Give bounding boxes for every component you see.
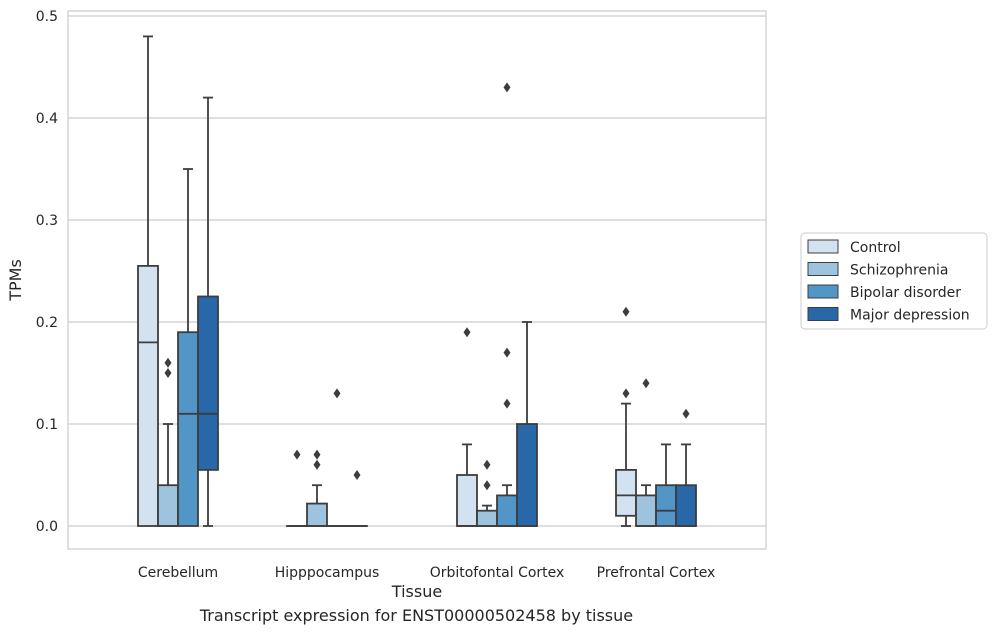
box-1-0 xyxy=(286,449,308,527)
x-tick-label: Orbitofontal Cortex xyxy=(430,565,565,581)
box-body xyxy=(496,494,518,527)
box-body xyxy=(476,509,498,527)
y-tick-labels: 0.0 0.1 0.2 0.3 0.4 0.5 xyxy=(36,9,58,535)
box-body xyxy=(456,474,478,527)
legend-label: Bipolar disorder xyxy=(850,285,961,301)
box-body xyxy=(157,484,179,527)
box-2-2 xyxy=(496,82,518,527)
outlier-point xyxy=(463,327,471,338)
outlier-point xyxy=(293,449,301,460)
box-3-3 xyxy=(675,408,697,527)
y-axis-label: TPMs xyxy=(6,259,25,302)
box-body xyxy=(635,494,657,527)
legend-frame xyxy=(800,232,988,330)
gridlines xyxy=(68,15,766,527)
box-0-3 xyxy=(197,96,219,527)
y-tick-label: 0.0 xyxy=(36,519,58,535)
y-tick-label: 0.1 xyxy=(36,417,58,433)
figure-caption: Transcript expression for ENST0000050245… xyxy=(199,606,634,625)
box-1-2 xyxy=(326,388,348,527)
x-tick-label: Prefrontal Cortex xyxy=(597,565,716,581)
box-0-0 xyxy=(137,35,159,527)
outlier-point xyxy=(682,408,690,419)
outlier-point xyxy=(503,398,511,409)
box-body xyxy=(137,264,159,527)
y-tick-label: 0.4 xyxy=(36,111,58,127)
legend-swatch xyxy=(807,284,839,299)
x-tick-labels: Cerebellum Hipppocampus Orbitofontal Corte… xyxy=(138,565,715,581)
legend-swatch xyxy=(807,239,839,254)
box-3-2 xyxy=(655,443,677,527)
x-axis-label: Tissue xyxy=(391,582,442,601)
legend-swatch xyxy=(807,262,839,276)
outlier-point xyxy=(353,470,361,480)
outlier-point xyxy=(503,347,511,358)
outlier-point xyxy=(483,459,491,470)
outlier-point xyxy=(164,368,172,378)
outlier-point xyxy=(313,449,321,460)
x-tick-label: Hipppocampus xyxy=(275,565,380,581)
box-0-1 xyxy=(157,357,179,527)
legend-label: Major depression xyxy=(850,308,970,324)
outlier-point xyxy=(503,82,511,93)
plot-frame xyxy=(67,10,767,550)
box-body xyxy=(675,484,697,527)
box-1-3 xyxy=(346,470,368,527)
box-3-1 xyxy=(635,378,657,527)
box-1-1 xyxy=(306,449,328,527)
box-body xyxy=(655,484,677,527)
box-body xyxy=(306,502,328,527)
box-body xyxy=(177,331,199,527)
legend-label: Schizophrenia xyxy=(850,263,948,279)
box-0-2 xyxy=(177,168,199,527)
box-body xyxy=(516,423,538,527)
outlier-point xyxy=(622,388,630,399)
outlier-point xyxy=(333,388,341,399)
legend-label: Control xyxy=(850,240,901,256)
box-3-0 xyxy=(615,306,637,527)
x-tick-label: Cerebellum xyxy=(138,565,218,581)
legend-swatch xyxy=(807,307,839,321)
y-tick-label: 0.5 xyxy=(36,9,58,25)
box-2-0 xyxy=(456,327,478,527)
box-body xyxy=(615,468,637,517)
outlier-point xyxy=(164,357,172,368)
box-body xyxy=(197,295,219,471)
outlier-point xyxy=(642,378,650,389)
outlier-point xyxy=(483,480,491,491)
y-tick-label: 0.2 xyxy=(36,315,58,331)
box-series xyxy=(137,35,697,527)
outlier-point xyxy=(622,306,630,317)
box-2-1 xyxy=(476,459,498,527)
box-2-3 xyxy=(516,321,538,527)
y-tick-label: 0.3 xyxy=(36,213,58,229)
legend: Control Schizophrenia Bipolar disorder Majo… xyxy=(800,232,988,330)
outlier-point xyxy=(313,459,321,470)
